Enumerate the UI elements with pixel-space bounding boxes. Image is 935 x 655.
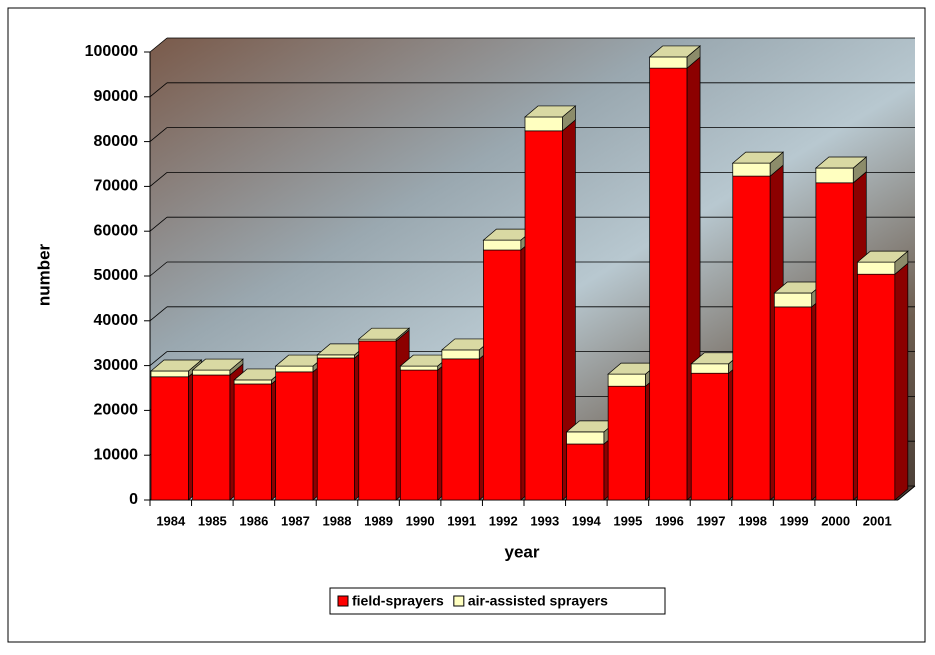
x-tick-label: 1994	[572, 513, 602, 528]
bar-segment	[567, 432, 604, 444]
bar-segment	[525, 117, 562, 131]
bar-segment	[857, 274, 894, 500]
bar-segment	[650, 68, 687, 500]
bar-segment	[608, 386, 645, 500]
x-tick-label: 1984	[156, 513, 186, 528]
x-tick-label: 1985	[198, 513, 227, 528]
bar-side	[895, 263, 908, 500]
bar-segment	[442, 350, 479, 359]
bar-segment	[691, 364, 728, 373]
y-tick-label: 90000	[94, 88, 139, 105]
y-tick-label: 40000	[94, 312, 139, 329]
bar-segment	[193, 375, 230, 500]
y-tick-label: 10000	[94, 446, 139, 463]
x-tick-label: 2000	[821, 513, 850, 528]
y-tick-label: 70000	[94, 178, 139, 195]
x-axis-label: year	[505, 542, 540, 561]
bar-segment	[650, 57, 687, 68]
y-tick-label: 30000	[94, 357, 139, 374]
chart: number year 0 10000 20000 30000 40000 50000 60…	[0, 0, 935, 650]
bar-segment	[442, 359, 479, 500]
bar-segment	[276, 366, 313, 372]
bar-segment	[733, 163, 770, 176]
x-tick-label: 1995	[613, 513, 642, 528]
x-tick-label: 1999	[780, 513, 809, 528]
x-tick-label: 1987	[281, 513, 310, 528]
x-tick-label: 1992	[489, 513, 518, 528]
legend-label: field-sprayers	[352, 593, 444, 609]
y-tick-label: 100000	[85, 43, 138, 60]
x-tick-label: 1997	[697, 513, 726, 528]
bar-segment	[608, 374, 645, 386]
bar-segment	[400, 370, 437, 500]
bar-segment	[733, 176, 770, 500]
x-tick-label: 1988	[323, 513, 352, 528]
legend-swatch	[454, 596, 464, 606]
bar-segment	[691, 373, 728, 500]
bar-segment	[857, 262, 894, 274]
bar-segment	[276, 372, 313, 500]
bar-segment	[151, 371, 188, 377]
bar-segment	[151, 377, 188, 500]
bar-segment	[483, 240, 520, 250]
legend-swatch	[338, 596, 348, 606]
bar-segment	[816, 183, 853, 500]
bar-segment	[774, 293, 811, 307]
bar-segment	[567, 444, 604, 500]
x-tick-label: 1989	[364, 513, 393, 528]
y-tick-label: 80000	[94, 133, 139, 150]
y-tick-label: 20000	[94, 402, 139, 419]
bar-segment	[525, 131, 562, 500]
y-axis-label: number	[34, 243, 53, 306]
bar-segment	[483, 250, 520, 500]
x-tick-label: 1991	[447, 513, 476, 528]
x-tick-label: 1990	[406, 513, 435, 528]
bar-segment	[816, 168, 853, 183]
legend-label: air-assisted sprayers	[468, 593, 608, 609]
x-tick-label: 1998	[738, 513, 767, 528]
bar-segment	[317, 358, 354, 500]
x-tick-label: 1996	[655, 513, 684, 528]
bar-segment	[317, 355, 354, 358]
bar-segment	[234, 384, 271, 500]
bar-segment	[774, 307, 811, 500]
y-tick-label: 0	[129, 491, 138, 508]
bar-segment	[359, 341, 396, 500]
y-tick-label: 50000	[94, 267, 139, 284]
bar-segment	[400, 366, 437, 370]
bar-segment	[193, 370, 230, 375]
bar-segment	[234, 380, 271, 384]
y-tick-label: 60000	[94, 222, 139, 239]
x-tick-label: 1986	[239, 513, 268, 528]
x-tick-label: 1993	[530, 513, 559, 528]
x-tick-label: 2001	[863, 513, 892, 528]
